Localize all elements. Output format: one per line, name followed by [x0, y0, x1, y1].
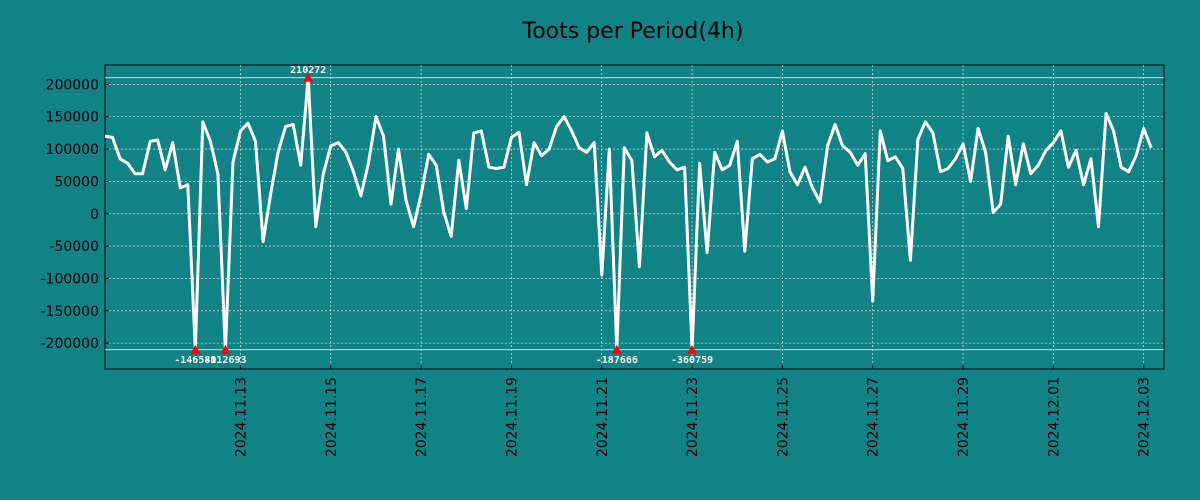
- peak-annotations: 210272 -146580-112693 -187666 -360759: [174, 65, 713, 366]
- annotation-label: -112693: [204, 355, 246, 366]
- annotation-label: -360759: [671, 355, 713, 366]
- plot-frame: [104, 64, 1165, 370]
- x-tick-label: 2024.11.13: [233, 377, 249, 457]
- y-tick-label: 200000: [46, 77, 99, 93]
- reference-lines: [105, 77, 1164, 351]
- chart-title: Toots per Period(4h): [522, 19, 744, 44]
- series-line-toots: [104, 76, 1153, 353]
- x-tick-label: 2024.12.03: [1137, 377, 1153, 457]
- annotation-label: 210272: [290, 65, 326, 76]
- x-tick-label: 2024.11.21: [595, 377, 611, 457]
- x-tick-label: 2024.11.25: [775, 377, 791, 457]
- y-tick-label: -100000: [41, 271, 100, 287]
- annotation-marker: [611, 344, 622, 354]
- x-tick-label: 2024.11.29: [956, 377, 972, 457]
- y-tick-label: 50000: [54, 174, 99, 190]
- y-tick-label: -200000: [41, 336, 100, 352]
- y-tick-label: 0: [90, 207, 99, 223]
- annotation-marker: [190, 344, 201, 354]
- annotation-marker: [303, 72, 314, 82]
- x-tick-label: 2024.11.19: [504, 377, 520, 457]
- y-tick-label: -50000: [49, 239, 99, 255]
- annotation-marker: [220, 344, 231, 354]
- annotation-marker: [687, 344, 698, 354]
- x-tick-label: 2024.11.23: [685, 377, 701, 457]
- y-axis-tick-labels: 200000 150000 100000 50000 0 -50000 -100000 -15…: [41, 77, 100, 352]
- x-axis-tick-labels: 2024.11.13 2024.11.15 2024.11.17 2024.11.19…: [233, 377, 1152, 457]
- y-tick-label: -150000: [41, 304, 100, 320]
- y-tick-label: 150000: [46, 110, 99, 126]
- x-tick-label: 2024.12.01: [1046, 377, 1062, 457]
- x-tick-label: 2024.11.27: [866, 377, 882, 457]
- x-tick-label: 2024.11.17: [414, 377, 430, 457]
- annotation-label: -187666: [596, 355, 638, 366]
- x-tick-label: 2024.11.15: [324, 377, 340, 457]
- annotation-label: -146580: [174, 355, 216, 366]
- y-tick-label: 100000: [46, 142, 99, 158]
